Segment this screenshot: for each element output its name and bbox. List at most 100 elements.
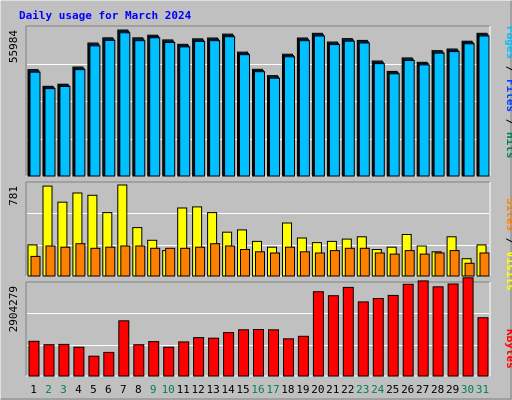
- bar-sites-day-15: [240, 249, 250, 277]
- bar-kbytes-day-22: [342, 286, 354, 377]
- bar-pages-day-3: [59, 86, 71, 177]
- x-tick-label-day-29: 29: [446, 383, 459, 396]
- bar-kbytes-day-21: [327, 295, 339, 377]
- right-label-part: /: [504, 231, 512, 251]
- bar-kbytes-day-18: [283, 338, 294, 377]
- chart-panels: [25, 25, 491, 377]
- bar-kbytes-day-15: [238, 329, 249, 377]
- x-tick-label-day-3: 3: [60, 383, 67, 396]
- bar-pages-day-17: [269, 77, 280, 177]
- x-tick-label-day-6: 6: [105, 383, 112, 396]
- bar-sites-day-7: [120, 245, 131, 277]
- y-max-label-hits_files_pages: 55984: [7, 30, 20, 63]
- bar-kbytes-day-30: [462, 277, 474, 377]
- bar-pages-day-1: [29, 71, 41, 177]
- bar-sites-day-10: [165, 247, 176, 277]
- bar-sites-day-27: [419, 253, 430, 277]
- bar-kbytes-day-23: [357, 301, 369, 377]
- bar-pages-day-30: [463, 43, 475, 177]
- right-label-part: Hits: [504, 132, 512, 159]
- bar-kbytes-day-7: [118, 320, 130, 377]
- bar-sites-day-13: [210, 243, 221, 277]
- x-tick-label-day-8: 8: [135, 383, 142, 396]
- bar-pages-day-27: [418, 64, 430, 177]
- y-max-label-kbytes: 2904279: [7, 286, 20, 332]
- right-label-part: /: [504, 59, 512, 79]
- bar-pages-day-18: [284, 56, 295, 177]
- bar-kbytes-day-19: [297, 335, 309, 377]
- bar-pages-day-23: [358, 42, 370, 177]
- bar-sites-day-4: [75, 243, 86, 277]
- bar-kbytes-day-17: [268, 329, 279, 377]
- bar-kbytes-day-3: [58, 343, 70, 377]
- x-tick-label-day-2: 2: [45, 383, 52, 396]
- bar-pages-day-31: [478, 35, 490, 177]
- bar-pages-day-10: [164, 42, 176, 177]
- bar-sites-day-20: [314, 252, 325, 277]
- bar-pages-day-9: [149, 37, 161, 177]
- x-tick-label-day-20: 20: [311, 383, 324, 396]
- bar-pages-day-19: [298, 40, 310, 177]
- bar-pages-day-4: [74, 69, 86, 177]
- bar-sites-day-26: [404, 250, 415, 277]
- right-label-part: /: [504, 112, 512, 132]
- bar-kbytes-day-5: [88, 355, 100, 377]
- x-tick-label-day-7: 7: [120, 383, 127, 396]
- x-tick-label-day-28: 28: [431, 383, 444, 396]
- bar-sites-day-14: [225, 245, 236, 277]
- x-tick-label-day-25: 25: [386, 383, 399, 396]
- y-axis-max-labels: 55984 781 2904279: [7, 30, 20, 333]
- right-label-part: KBytes: [504, 329, 512, 369]
- bar-pages-day-12: [194, 40, 206, 177]
- bar-pages-day-13: [209, 40, 221, 177]
- x-tick-label-day-17: 17: [266, 383, 279, 396]
- bar-kbytes-day-12: [193, 337, 205, 377]
- bar-pages-day-22: [343, 40, 355, 177]
- x-tick-label-day-9: 9: [150, 383, 157, 396]
- bar-pages-day-15: [239, 54, 250, 177]
- bar-sites-day-1: [30, 255, 41, 277]
- bar-kbytes-day-11: [178, 341, 190, 377]
- bar-sites-day-16: [255, 251, 265, 277]
- x-tick-label-day-14: 14: [221, 383, 235, 396]
- bar-kbytes-day-13: [208, 337, 220, 377]
- right-label-part: Visits: [504, 251, 512, 291]
- bar-pages-day-29: [448, 51, 460, 177]
- right-label-part: Files: [504, 79, 512, 112]
- x-axis-ticks: 1 2 3 4 5 6 7 8 9 10 11 12 13 14 15 16 17 18 19 20 21 22 23 24 2…: [30, 383, 489, 396]
- bar-kbytes-day-24: [372, 298, 384, 377]
- panel-visits_sites: [25, 181, 491, 277]
- right-label-hits_files_pages: Pages / Files / Hits: [504, 26, 512, 159]
- x-tick-label-day-31: 31: [476, 383, 489, 396]
- bar-sites-day-18: [285, 246, 295, 277]
- bar-sites-day-30: [464, 262, 475, 277]
- bar-sites-day-2: [45, 245, 56, 277]
- bar-kbytes-day-2: [43, 344, 55, 377]
- bar-sites-day-21: [329, 250, 340, 277]
- right-label-kbytes: KBytes: [504, 329, 512, 369]
- bar-sites-day-5: [90, 247, 101, 277]
- right-label-part: Pages: [504, 26, 512, 59]
- bar-pages-day-16: [254, 71, 265, 177]
- bar-sites-day-8: [135, 245, 146, 277]
- bar-pages-day-14: [224, 36, 236, 177]
- right-label-visits_sites: Sites / Visits: [504, 198, 512, 291]
- bar-kbytes-day-27: [417, 280, 429, 377]
- bar-pages-day-25: [388, 73, 400, 177]
- bar-sites-day-17: [270, 252, 280, 277]
- x-tick-label-day-12: 12: [191, 383, 204, 396]
- bar-kbytes-day-29: [447, 283, 459, 377]
- bar-sites-day-28: [434, 252, 445, 277]
- x-tick-label-day-18: 18: [281, 383, 294, 396]
- x-tick-label-day-11: 11: [177, 383, 190, 396]
- bar-kbytes-day-31: [477, 317, 489, 377]
- bar-sites-day-9: [150, 247, 161, 277]
- x-tick-label-day-24: 24: [371, 383, 385, 396]
- bar-kbytes-day-28: [432, 286, 444, 377]
- bar-kbytes-day-20: [312, 291, 324, 377]
- bar-kbytes-day-10: [163, 346, 175, 377]
- bar-sites-day-25: [389, 253, 400, 277]
- bar-pages-day-7: [119, 32, 131, 177]
- x-tick-label-day-16: 16: [251, 383, 264, 396]
